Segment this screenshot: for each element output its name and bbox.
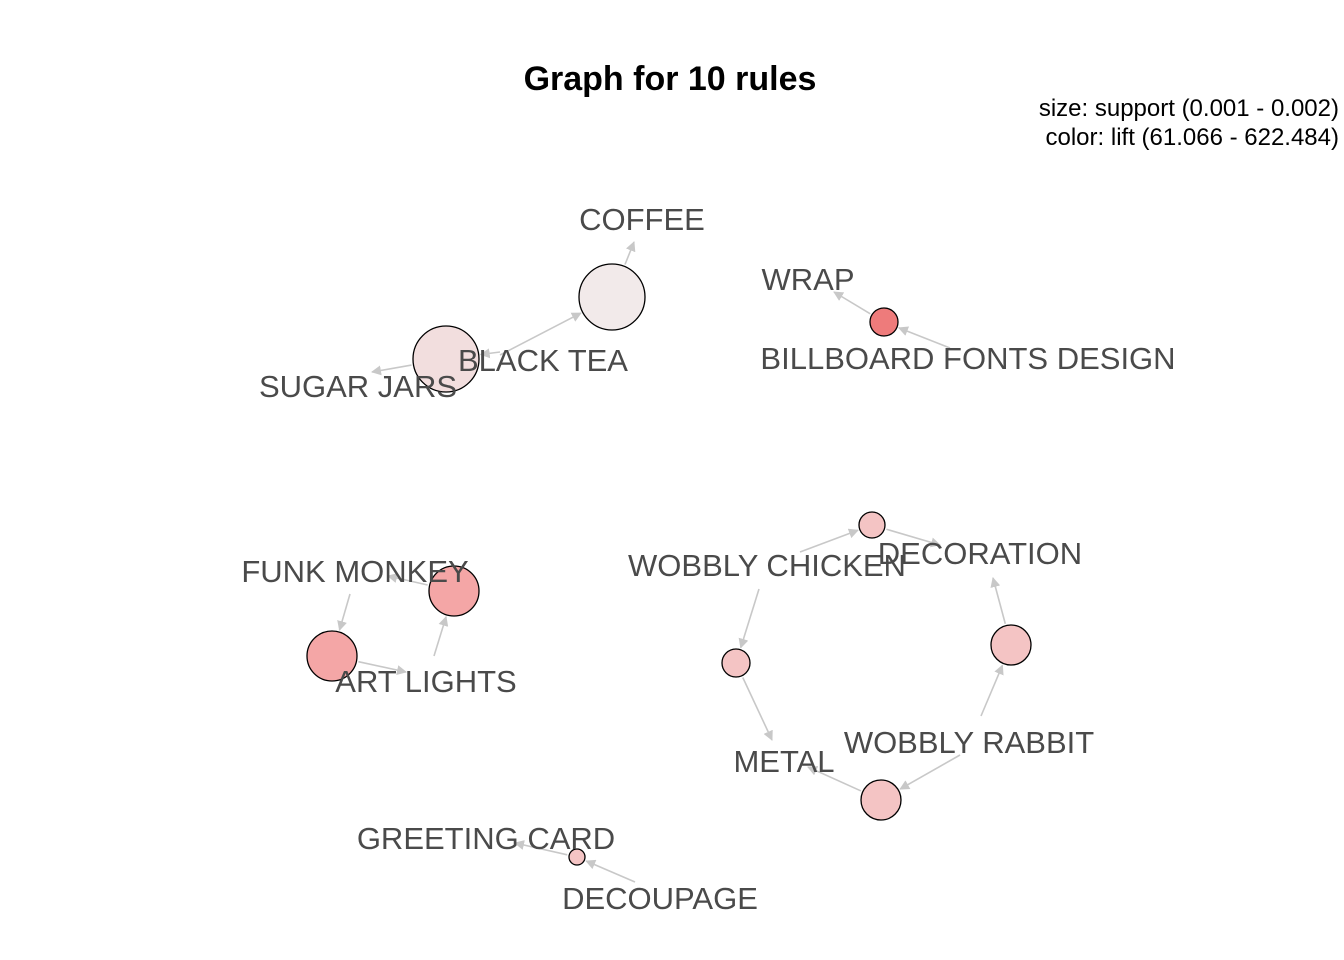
edge-funk-monkey-to-rule-5: [337, 593, 351, 632]
legend-size: size: support (0.001 - 0.002): [1039, 95, 1339, 122]
edge-wobbly-chicken-to-rule-8: [738, 588, 760, 649]
rule-node-rule-4[interactable]: [428, 565, 480, 617]
edge-art-lights-to-rule-4: [433, 615, 449, 657]
item-label-sugar-jars[interactable]: SUGAR JARS: [259, 369, 457, 404]
edge-wobbly-chicken-to-rule-6: [799, 528, 859, 553]
edges-layer: [337, 241, 1007, 883]
rule-node-rule-1[interactable]: [578, 263, 646, 331]
graph-title: Graph for 10 rules: [524, 60, 817, 98]
legend-color: color: lift (61.066 - 622.484): [1046, 124, 1340, 151]
item-label-greeting-card[interactable]: GREETING CARD: [357, 821, 615, 856]
edge-rule-1-to-coffee: [624, 241, 636, 265]
item-label-wobbly-chicken[interactable]: WOBBLY CHICKEN: [628, 548, 906, 583]
rule-node-rule-2[interactable]: [412, 325, 480, 393]
rule-node-rule-5[interactable]: [306, 630, 358, 682]
edge-rule-6-to-decoration: [886, 528, 941, 548]
edge-billboard-fonts-design-to-rule-3: [897, 326, 951, 349]
item-label-decoration[interactable]: DECORATION: [878, 536, 1082, 571]
edge-black-tea-to-rule-2: [479, 348, 501, 359]
edge-rule-8-to-metal: [742, 677, 773, 741]
item-label-wobbly-rabbit[interactable]: WOBBLY RABBIT: [844, 725, 1094, 760]
edge-rule-4-to-funk-monkey: [387, 573, 428, 586]
item-label-coffee[interactable]: COFFEE: [579, 202, 705, 237]
rule-node-rule-3[interactable]: [869, 307, 899, 337]
item-label-art-lights[interactable]: ART LIGHTS: [335, 664, 516, 699]
item-label-funk-monkey[interactable]: FUNK MONKEY: [241, 554, 468, 589]
item-label-billboard-fonts-design[interactable]: BILLBOARD FONTS DESIGN: [760, 341, 1175, 376]
edge-rule-7-to-decoration: [990, 577, 1007, 624]
item-label-black-tea[interactable]: BLACK TEA: [458, 343, 628, 378]
rule-node-rule-7[interactable]: [990, 624, 1032, 666]
edge-rule-5-to-art-lights: [358, 660, 407, 675]
item-label-metal[interactable]: METAL: [733, 744, 834, 779]
rule-node-rule-9[interactable]: [860, 779, 902, 821]
edge-rule-9-to-metal: [807, 766, 862, 792]
rule-node-rule-8[interactable]: [721, 648, 751, 678]
edge-wobbly-rabbit-to-rule-9: [899, 754, 961, 790]
edge-wobbly-rabbit-to-rule-7: [980, 664, 1004, 717]
rule-node-rule-10[interactable]: [568, 848, 586, 866]
edge-rule-2-to-sugar-jars: [371, 364, 412, 376]
edge-rule-3-to-wrap: [833, 291, 871, 315]
edge-black-tea-to-rule-1: [499, 312, 582, 356]
edge-rule-10-to-greeting-card: [514, 840, 568, 856]
edge-decoupage-to-rule-10: [585, 859, 636, 883]
rule-node-rule-6[interactable]: [858, 511, 886, 539]
item-label-decoupage[interactable]: DECOUPAGE: [562, 881, 758, 916]
item-label-wrap[interactable]: WRAP: [762, 262, 855, 297]
rule-nodes-layer: [306, 263, 1032, 866]
